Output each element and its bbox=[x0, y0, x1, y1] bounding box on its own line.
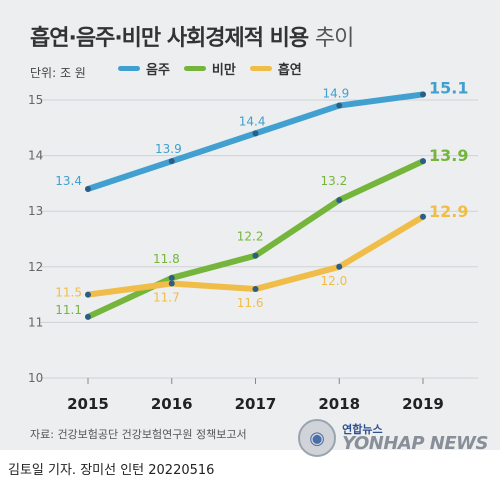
legend: 음주 비만 흡연 bbox=[118, 59, 302, 78]
data-label-obesity: 13.9 bbox=[429, 146, 468, 165]
data-point-obesity bbox=[420, 158, 426, 165]
y-tick-label: 11 bbox=[28, 315, 43, 329]
data-point-smoking bbox=[85, 291, 91, 298]
data-label-obesity: 11.8 bbox=[153, 252, 180, 266]
title-main: 흡연·음주·비만 사회경제적 비용 bbox=[30, 26, 309, 51]
legend-item-obesity: 비만 bbox=[183, 59, 236, 78]
y-tick-label: 10 bbox=[28, 371, 43, 385]
yonhap-logo-icon: ◉ bbox=[298, 419, 337, 457]
logo-english: YONHAP NEWS bbox=[342, 432, 488, 454]
legend-item-smoking: 흡연 bbox=[249, 59, 302, 78]
data-label-obesity: 11.1 bbox=[55, 303, 82, 317]
data-point-obesity bbox=[85, 313, 91, 320]
data-point-smoking bbox=[168, 280, 175, 287]
data-point-drinking bbox=[420, 91, 426, 98]
legend-item-drinking: 음주 bbox=[118, 59, 170, 78]
logo-korean: 연합뉴스 bbox=[342, 422, 383, 436]
data-label-obesity: 13.2 bbox=[321, 174, 348, 188]
data-label-smoking: 12.0 bbox=[321, 274, 348, 288]
data-label-drinking: 13.9 bbox=[155, 142, 182, 156]
credit-line: 김토일 기자. 장미선 인턴 20220516 bbox=[8, 463, 215, 478]
legend-label-smoking: 흡연 bbox=[277, 63, 302, 78]
data-point-drinking bbox=[85, 185, 91, 192]
data-point-smoking bbox=[420, 213, 426, 220]
line-chart: 10 11 12 13 14 15 2015 2016 2017 2018 2019 13.4 13.9… bbox=[28, 78, 478, 413]
data-label-smoking: 11.6 bbox=[237, 296, 264, 310]
data-label-smoking: 11.7 bbox=[153, 290, 180, 304]
y-tick-label: 15 bbox=[28, 93, 43, 107]
legend-swatch-obesity bbox=[183, 66, 206, 71]
y-tick-label: 14 bbox=[28, 149, 43, 163]
data-point-smoking bbox=[252, 286, 259, 293]
x-tick-label: 2018 bbox=[318, 395, 360, 413]
title-suffix: 추이 bbox=[314, 26, 354, 51]
legend-label-obesity: 비만 bbox=[211, 63, 236, 78]
data-label-drinking: 14.4 bbox=[239, 114, 266, 128]
chart-title: 흡연·음주·비만 사회경제적 비용 추이 bbox=[30, 20, 354, 52]
x-tick-label: 2016 bbox=[151, 395, 193, 413]
data-label-drinking: 15.1 bbox=[429, 78, 468, 97]
data-point-obesity bbox=[336, 197, 343, 204]
y-tick-label: 12 bbox=[28, 260, 43, 274]
series-line-drinking bbox=[85, 91, 426, 192]
source-note: 자료: 건강보험공단 건강보험연구원 정책보고서 bbox=[30, 428, 247, 441]
unit-label: 단위: 조 원 bbox=[30, 66, 86, 80]
data-label-drinking: 14.9 bbox=[323, 87, 350, 101]
x-tick-label: 2019 bbox=[402, 395, 444, 413]
data-point-obesity bbox=[252, 252, 259, 259]
chart-card bbox=[0, 0, 500, 450]
data-label-smoking: 11.5 bbox=[55, 286, 82, 300]
data-label-drinking: 13.4 bbox=[55, 174, 82, 188]
legend-swatch-smoking bbox=[249, 66, 272, 71]
data-point-drinking bbox=[336, 102, 343, 109]
data-point-obesity bbox=[168, 274, 175, 281]
data-label-obesity: 12.2 bbox=[237, 230, 264, 244]
data-point-smoking bbox=[336, 263, 343, 270]
data-point-drinking bbox=[168, 158, 175, 165]
data-point-drinking bbox=[252, 130, 259, 137]
yonhap-logo: ◉ 연합뉴스 YONHAP NEWS bbox=[298, 419, 488, 457]
x-tick-label: 2017 bbox=[235, 395, 277, 413]
y-tick-label: 13 bbox=[28, 204, 43, 218]
legend-swatch-drinking bbox=[118, 66, 140, 71]
x-tick-label: 2015 bbox=[67, 395, 109, 413]
data-label-smoking: 12.9 bbox=[429, 202, 468, 221]
legend-label-drinking: 음주 bbox=[146, 63, 170, 78]
